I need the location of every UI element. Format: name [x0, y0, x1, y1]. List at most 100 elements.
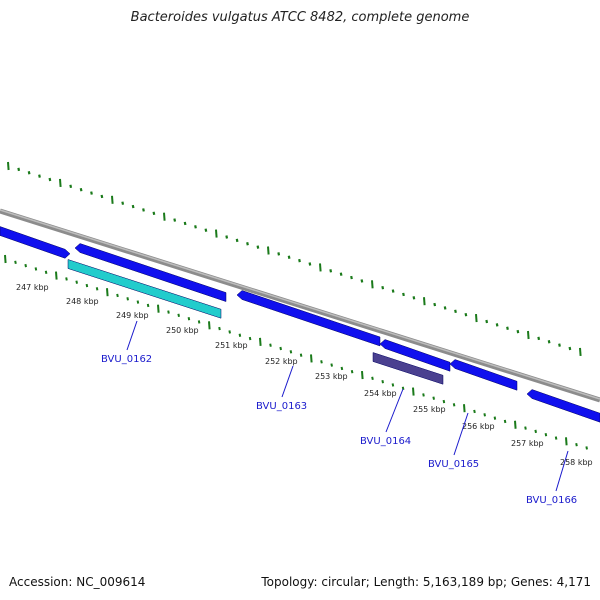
gene-leader-line	[126, 320, 138, 351]
kbp-label: 251 kbp	[215, 341, 248, 350]
inner-tick	[187, 316, 191, 321]
inner-tick	[279, 346, 282, 351]
inner-tick	[238, 333, 242, 337]
kbp-label: 253 kbp	[315, 372, 348, 381]
inner-tick	[106, 288, 109, 297]
outer-tick	[7, 161, 10, 171]
outer-tick	[287, 255, 291, 259]
gene-label-set: BVU_0162 BVU_0163 BVU_0164 BVU_0165 BVU_0166	[101, 320, 577, 506]
inner-tick	[116, 293, 119, 298]
outer-tick	[579, 347, 582, 356]
gene-label[interactable]: BVU_0163	[256, 401, 307, 412]
outer-tick	[298, 258, 301, 263]
inner-tick	[565, 437, 568, 446]
gene-arrow-highlight[interactable]	[372, 352, 444, 385]
outer-tick	[48, 177, 52, 182]
inner-tick	[208, 321, 211, 330]
inner-tick	[136, 300, 140, 304]
inner-tick	[4, 254, 7, 264]
inner-tick	[177, 313, 180, 318]
inner-tick	[585, 446, 588, 450]
inner-tick	[524, 426, 527, 430]
outer-tick	[256, 245, 260, 249]
outer-tick	[558, 343, 561, 347]
kbp-label: 258 kbp	[560, 458, 593, 467]
inner-tick	[442, 399, 446, 404]
gene-label[interactable]: BVU_0164	[360, 436, 411, 447]
inner-tick-ring	[4, 254, 588, 450]
gene-arrow-highlight[interactable]	[67, 259, 222, 319]
inner-tick	[534, 429, 537, 434]
inner-tick	[514, 420, 517, 429]
outer-tick	[412, 296, 416, 300]
inner-tick	[554, 436, 558, 440]
outer-tick	[433, 302, 437, 307]
inner-tick	[157, 304, 160, 313]
outer-tick	[277, 252, 281, 256]
gene-leader-line	[555, 450, 569, 492]
outer-tick	[142, 208, 145, 212]
inner-tick	[483, 413, 486, 417]
gene-arrow[interactable]	[0, 226, 71, 259]
outer-tick	[537, 336, 541, 341]
topology-text: Topology: circular; Length: 5,163,189 bp…	[261, 575, 591, 589]
outer-tick	[69, 184, 73, 188]
outer-tick	[475, 314, 478, 323]
map-title: Bacteroides vulgatus ATCC 8482, complete…	[130, 10, 470, 25]
outer-tick	[100, 194, 104, 199]
kbp-label: 255 kbp	[413, 405, 446, 414]
inner-tick	[259, 337, 262, 346]
inner-tick	[248, 336, 252, 341]
outer-tick	[225, 235, 229, 239]
kbp-label: 256 kbp	[462, 422, 495, 431]
outer-tick	[350, 275, 353, 280]
kbp-label-ring: 247 kbp 248 kbp 249 kbp 250 kbp 251 kbp 252 k…	[16, 283, 593, 467]
outer-tick	[443, 306, 447, 310]
inner-tick	[14, 260, 17, 265]
outer-tick	[17, 167, 21, 172]
inner-tick	[463, 404, 466, 413]
inner-tick	[218, 326, 221, 331]
outer-tick	[38, 174, 41, 178]
outer-tick	[329, 269, 333, 273]
outer-tick	[464, 313, 468, 317]
outer-tick	[267, 246, 270, 255]
inner-tick	[575, 442, 578, 447]
inner-tick	[55, 271, 58, 280]
inner-tick	[381, 379, 384, 384]
gene-leader-line	[453, 412, 469, 456]
inner-tick	[197, 320, 201, 324]
gene-arrow[interactable]	[449, 359, 518, 391]
gene-arrow[interactable]	[74, 243, 227, 302]
outer-tick	[246, 242, 249, 246]
inner-tick	[452, 403, 456, 407]
outer-tick	[360, 279, 364, 283]
gene-label[interactable]: BVU_0165	[428, 459, 479, 470]
inner-tick	[146, 303, 150, 308]
outer-tick	[90, 191, 93, 195]
outer-tick	[27, 171, 31, 175]
outer-tick	[402, 292, 405, 297]
outer-tick	[527, 330, 530, 340]
gene-arrow[interactable]	[526, 389, 600, 423]
gene-label[interactable]: BVU_0166	[526, 495, 577, 506]
inner-tick	[85, 283, 89, 288]
inner-tick	[350, 370, 354, 374]
inner-tick	[503, 419, 507, 424]
outer-tick	[194, 225, 197, 229]
gene-arrow[interactable]	[379, 339, 451, 372]
inner-tick	[126, 297, 129, 301]
outer-tick	[454, 309, 457, 314]
inner-tick	[320, 360, 323, 364]
gene-label[interactable]: BVU_0162	[101, 354, 152, 365]
accession-text: Accession: NC_009614	[9, 575, 146, 589]
outer-tick	[381, 285, 385, 290]
outer-tick	[59, 178, 62, 187]
inner-tick	[34, 267, 38, 271]
gene-arrow[interactable]	[236, 290, 381, 347]
inner-tick	[544, 432, 548, 437]
outer-tick	[506, 326, 509, 330]
outer-tick	[152, 211, 156, 216]
inner-tick	[391, 383, 395, 387]
